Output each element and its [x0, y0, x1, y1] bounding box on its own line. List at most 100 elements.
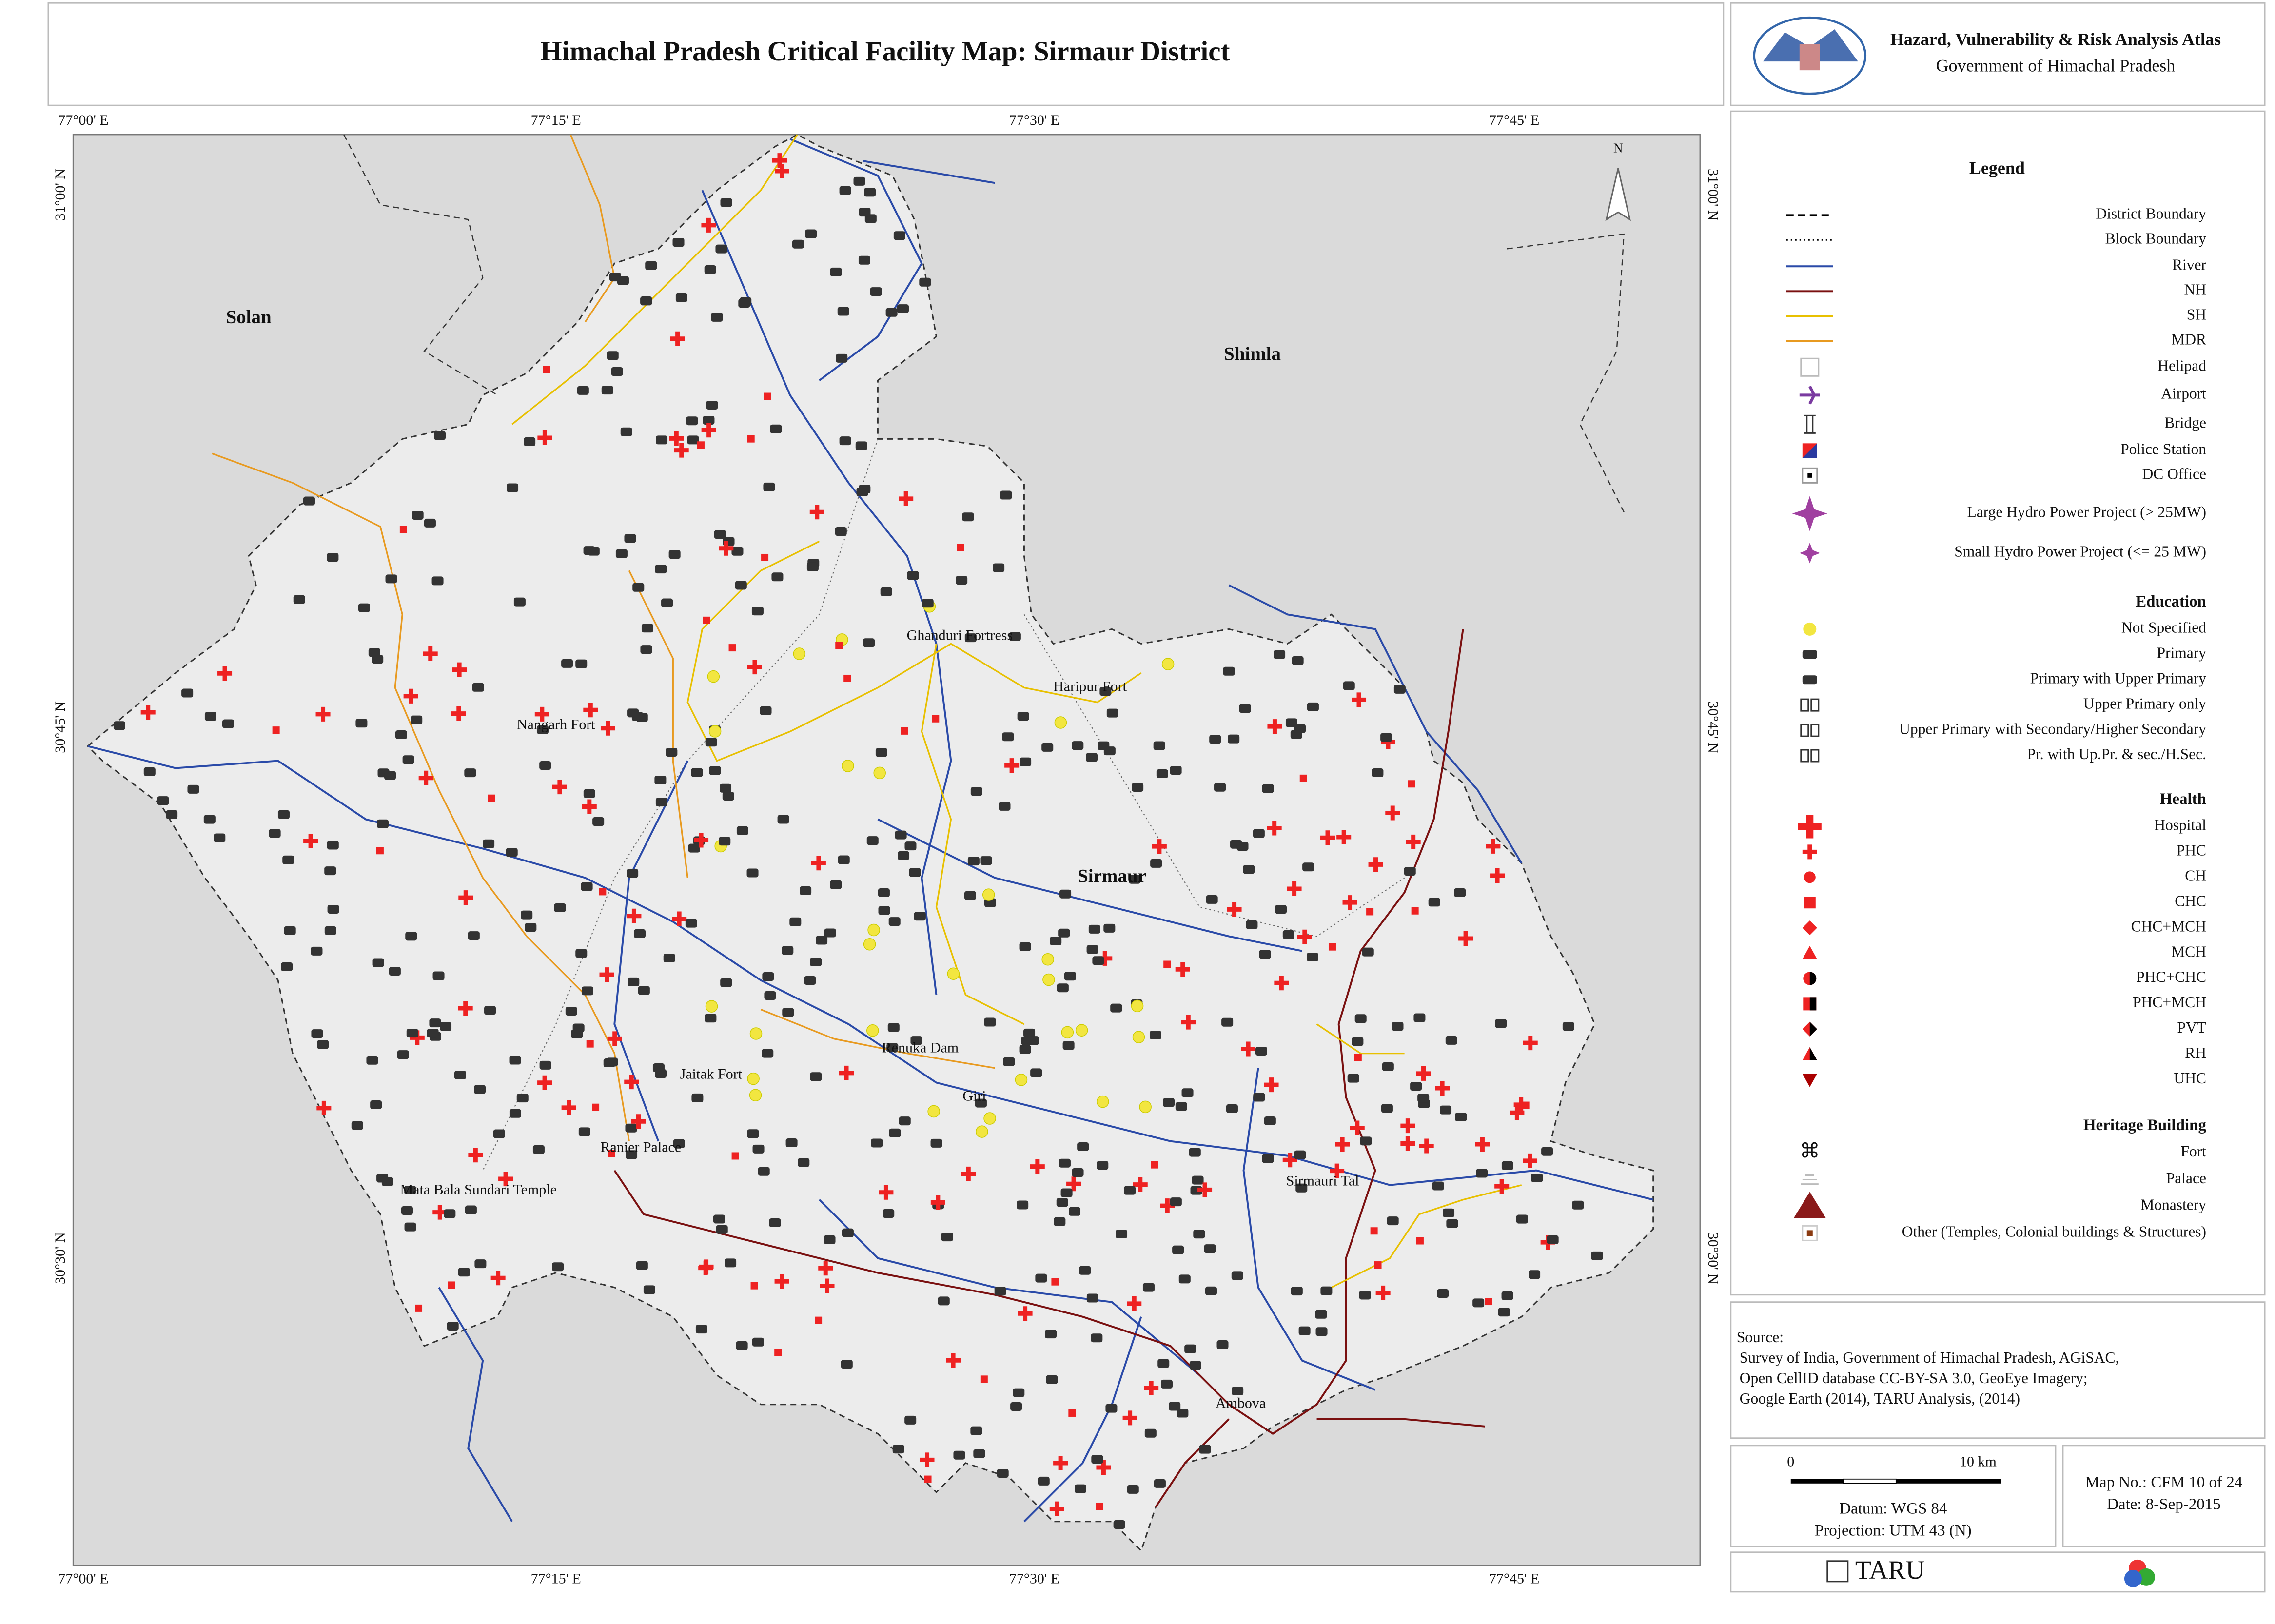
- school-marker: [327, 841, 339, 850]
- school-marker: [327, 553, 339, 562]
- school-marker: [999, 802, 1011, 811]
- block-boundary: [482, 439, 1405, 1171]
- health-marker: [1051, 1278, 1059, 1286]
- health-marker: [670, 331, 685, 346]
- health-marker: [592, 1103, 600, 1111]
- school-marker: [1446, 1219, 1458, 1228]
- health-marker: [451, 706, 466, 721]
- school-marker: [1255, 1046, 1267, 1056]
- school-marker: [656, 435, 668, 445]
- school-marker: [1097, 1161, 1109, 1170]
- school-marker: [1091, 1333, 1103, 1343]
- school-marker: [685, 919, 697, 928]
- school-marker: [633, 929, 646, 938]
- school-marker: [157, 796, 169, 805]
- legend-label: Other (Temples, Colonial buildings & Str…: [1902, 1223, 2206, 1240]
- school-marker: [427, 1029, 439, 1038]
- school-marker: [1077, 1142, 1089, 1152]
- title-box: [47, 2, 1725, 106]
- school-marker: [404, 1222, 416, 1232]
- legend-label: PVT: [2177, 1019, 2206, 1036]
- legend-label: SH: [2187, 306, 2206, 323]
- legend-label: Monastery: [2140, 1196, 2206, 1213]
- school-marker: [782, 946, 794, 955]
- school-marker: [1041, 743, 1054, 752]
- school-marker: [1443, 1208, 1455, 1217]
- legend-label: Block Boundary: [2105, 230, 2207, 247]
- school-marker: [464, 768, 476, 778]
- school-marker: [1476, 1169, 1488, 1178]
- school-marker: [432, 971, 445, 980]
- health-marker: [932, 715, 940, 723]
- school-not-specified: [1161, 658, 1175, 670]
- school-marker: [1417, 1094, 1430, 1103]
- health-marker: [843, 674, 851, 682]
- school-marker: [640, 645, 652, 654]
- school-marker: [1232, 1387, 1244, 1396]
- school-marker: [668, 550, 681, 559]
- school-marker: [1142, 1283, 1155, 1292]
- school-marker: [406, 1029, 418, 1038]
- lat-label: 30°30' N: [1705, 1232, 1721, 1284]
- source-line: Google Earth (2014), TARU Analysis, (201…: [1740, 1390, 2020, 1407]
- school-marker: [1027, 1036, 1039, 1045]
- source-line: Open CellID database CC-BY-SA 3.0, GeoEy…: [1740, 1370, 2088, 1387]
- source-title: Source:: [1737, 1329, 1784, 1346]
- health-marker: [1400, 1118, 1415, 1134]
- school-marker: [284, 926, 296, 935]
- health-marker: [1049, 1501, 1064, 1516]
- school-not-specified: [976, 1125, 988, 1138]
- health-marker: [1330, 1163, 1345, 1178]
- health-marker: [631, 1114, 646, 1129]
- school-marker: [666, 747, 678, 757]
- school-marker: [1072, 1168, 1084, 1177]
- health-marker: [583, 703, 598, 718]
- projection: Projection: UTM 43 (N): [1815, 1522, 1972, 1539]
- health-marker: [930, 1195, 945, 1210]
- school-marker: [895, 830, 907, 840]
- school-marker: [720, 198, 732, 207]
- school-marker: [384, 771, 396, 780]
- legend-symbol: [1804, 897, 1816, 909]
- health-marker: [1336, 830, 1352, 845]
- health-marker: [582, 799, 597, 814]
- school-not-specified: [1132, 1031, 1145, 1043]
- school-marker: [603, 1058, 615, 1068]
- school-marker: [838, 855, 850, 864]
- school-marker: [513, 597, 526, 607]
- school-marker: [1069, 1207, 1081, 1216]
- river: [877, 818, 1302, 952]
- scale-end: 10 km: [1960, 1454, 1997, 1470]
- school-marker: [837, 307, 849, 316]
- school-marker: [1123, 1186, 1136, 1195]
- school-marker: [769, 1218, 781, 1228]
- school-not-specified: [707, 670, 720, 683]
- school-marker: [552, 1262, 564, 1272]
- health-marker: [498, 1172, 513, 1187]
- school-marker: [763, 482, 775, 491]
- school-marker: [910, 1036, 922, 1045]
- school-marker: [1019, 942, 1031, 951]
- health-marker: [774, 1274, 789, 1289]
- legend-symbol: [1809, 1021, 1817, 1037]
- school-marker: [588, 547, 600, 556]
- school-marker: [762, 972, 774, 981]
- school-marker: [1381, 1104, 1393, 1113]
- health-marker: [1523, 1036, 1538, 1051]
- school-marker: [1354, 1014, 1367, 1023]
- school-marker: [627, 869, 639, 878]
- school-marker: [956, 576, 968, 585]
- school-marker: [561, 659, 573, 668]
- school-marker: [1192, 1175, 1204, 1185]
- school-marker: [1295, 1183, 1308, 1193]
- legend-symbol: [1809, 972, 1817, 985]
- school-marker: [967, 857, 980, 866]
- health-marker: [1264, 1077, 1279, 1093]
- school-marker: [1392, 1022, 1404, 1031]
- legend-label: Primary: [2157, 645, 2206, 662]
- school-not-specified: [747, 1072, 760, 1085]
- school-not-specified: [867, 923, 880, 937]
- school-marker: [506, 848, 518, 857]
- school-marker: [736, 1341, 748, 1350]
